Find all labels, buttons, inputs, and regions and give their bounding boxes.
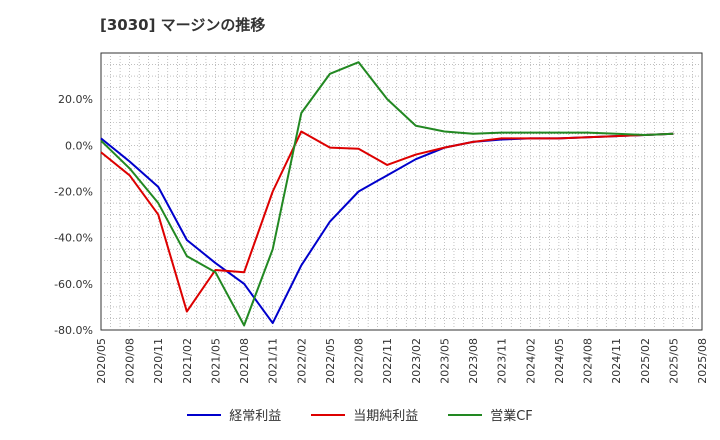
x-tick-label: 2020/05 [95,338,108,384]
series-line-2 [100,61,674,327]
x-tick-label: 2021/05 [209,338,222,384]
y-tick-label: -20.0% [54,186,93,199]
legend-item-2: 営業CF [448,405,533,424]
series-line-1 [100,130,674,313]
legend-label-1: 当期純利益 [353,409,419,424]
y-tick-label: -80.0% [54,324,93,337]
legend-label-0: 経常利益 [229,409,282,424]
legend-swatch-2 [448,413,483,416]
x-tick-label: 2023/02 [410,338,423,384]
x-tick-label: 2024/05 [553,338,566,384]
x-tick-label: 2023/08 [467,338,480,384]
y-tick-label: -60.0% [54,278,93,291]
x-tick-label: 2022/02 [295,338,308,384]
x-tick-label: 2021/08 [238,338,251,384]
x-tick-label: 2024/08 [582,338,595,384]
legend-swatch-1 [311,413,346,416]
x-tick-label: 2022/05 [324,338,337,384]
legend-item-1: 当期純利益 [311,405,418,424]
legend-item-0: 経常利益 [187,405,281,424]
legend-label-2: 営業CF [490,409,533,424]
y-tick-label: 20.0% [58,93,93,106]
legend-swatch-0 [187,413,222,416]
x-tick-label: 2024/02 [524,338,537,384]
x-tick-label: 2020/08 [124,338,137,384]
x-tick-label: 2025/05 [667,338,680,384]
y-tick-label: 0.0% [65,139,93,152]
x-tick-label: 2021/11 [267,338,280,384]
x-tick-label: 2020/11 [152,338,165,384]
chart-title: [3030] マージンの推移 [100,16,266,34]
x-tick-label: 2023/11 [496,338,509,384]
x-tick-label: 2024/11 [610,338,623,384]
x-tick-label: 2023/05 [438,338,451,384]
y-tick-label: -40.0% [54,232,93,245]
x-tick-label: 2025/02 [639,338,652,384]
x-tick-label: 2022/11 [381,338,394,384]
x-tick-label: 2021/02 [181,338,194,384]
legend: 経常利益 当期純利益 営業CF [0,405,720,424]
x-tick-label: 2025/08 [696,338,709,384]
x-tick-label: 2022/08 [353,338,366,384]
